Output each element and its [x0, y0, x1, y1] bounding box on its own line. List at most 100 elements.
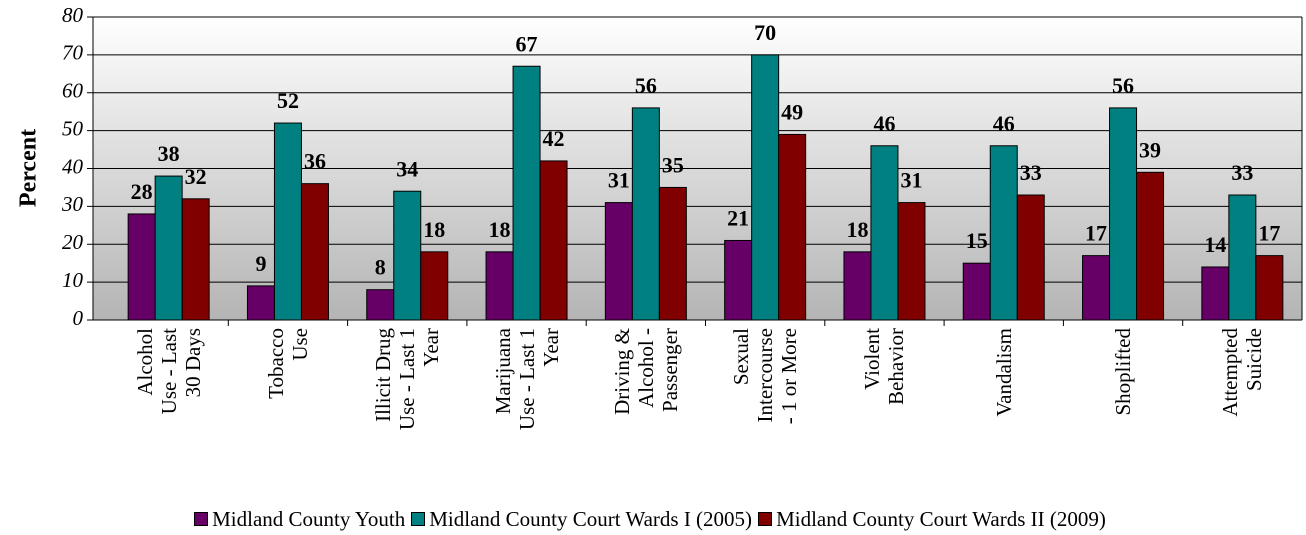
legend-label: Midland County Court Wards I (2005) [429, 507, 753, 531]
bar [300, 183, 329, 321]
y-tick-label: 30 [61, 192, 84, 216]
data-label: 18 [489, 217, 511, 242]
data-label: 17 [1258, 221, 1280, 246]
x-tick-label-line: Use - Last [156, 328, 181, 415]
data-label: 9 [255, 251, 266, 276]
bar [778, 133, 807, 321]
x-tick-label-line: Shoplifted [1111, 328, 1136, 416]
bar [512, 65, 541, 321]
bar [724, 239, 753, 321]
data-label: 56 [635, 73, 657, 98]
x-tick-label-line: Marijuana [490, 328, 515, 415]
data-label: 49 [781, 99, 803, 124]
data-label: 32 [185, 164, 207, 189]
x-tick-label-line: Use [287, 328, 312, 361]
bar [843, 251, 872, 321]
bar [393, 190, 422, 321]
y-axis-title: Percent [16, 129, 42, 207]
bar [273, 122, 302, 321]
bar [1136, 171, 1165, 321]
x-tick-label: Attempted Suicide [1202, 328, 1282, 478]
x-tick-label-line: Suicide [1242, 328, 1267, 391]
x-tick-label-line: Use - Last 1 [395, 328, 420, 431]
y-tick-label: 40 [62, 154, 84, 178]
bar [127, 213, 156, 321]
bar [1228, 194, 1257, 321]
data-label: 46 [993, 111, 1015, 136]
data-label: 14 [1204, 232, 1226, 257]
x-tick-label-line: Violent [860, 328, 885, 390]
x-tick-label-line: Intercourse [753, 328, 778, 423]
data-label: 39 [1139, 137, 1161, 162]
legend-item: Midland County Youth [194, 507, 405, 531]
legend: Midland County Youth Midland County Court… [0, 507, 1306, 532]
x-tick-label-line: Year [538, 328, 563, 367]
y-tick-label: 80 [62, 3, 84, 27]
y-tick-label: 70 [62, 41, 84, 65]
x-tick-label: Tobacco Use [248, 328, 328, 478]
data-label: 35 [662, 152, 684, 177]
bar [989, 145, 1018, 321]
data-label: 31 [900, 168, 922, 193]
bar [604, 202, 633, 321]
bar [366, 289, 395, 321]
bar [1082, 255, 1111, 321]
x-tick-label: Driving & Alcohol - Passenger [606, 328, 686, 478]
legend-swatch [194, 512, 209, 526]
data-label: 46 [873, 111, 895, 136]
bar [420, 251, 449, 321]
x-tick-label-line: Attempted [1218, 328, 1243, 417]
data-label: 42 [543, 126, 565, 151]
bar [154, 175, 183, 321]
x-tick-label-line: Tobacco [263, 328, 288, 399]
bar [631, 107, 660, 321]
data-label: 56 [1112, 73, 1134, 98]
y-tick-label: 0 [73, 306, 84, 330]
data-label: 67 [516, 31, 538, 56]
x-tick-label-line: Sexual [729, 328, 754, 386]
x-tick-label-line: Alcohol - [633, 328, 658, 408]
data-label: 34 [396, 156, 418, 181]
data-label: 18 [846, 217, 868, 242]
legend-item: Midland County Court Wards I (2005) [411, 507, 752, 531]
bar [897, 202, 926, 321]
bar [181, 198, 210, 321]
x-tick-label: Vandalism [964, 328, 1044, 478]
bar [539, 160, 568, 321]
data-label: 28 [131, 179, 153, 204]
bar [1109, 107, 1138, 321]
legend-label: Midland County Court Wards II (2009) [776, 507, 1106, 531]
bar [962, 262, 991, 321]
legend-label: Midland County Youth [212, 507, 406, 531]
data-label: 33 [1231, 160, 1253, 185]
x-tick-label-line: Use - Last 1 [514, 328, 539, 431]
data-label: 70 [754, 20, 776, 45]
data-label: 15 [966, 228, 988, 253]
data-label: 18 [423, 217, 445, 242]
y-tick-label: 50 [62, 116, 84, 140]
x-tick-label: Shoplifted [1083, 328, 1163, 478]
y-tick-label: 10 [62, 268, 84, 292]
y-tick-label: 20 [62, 230, 84, 254]
data-label: 38 [158, 141, 180, 166]
x-tick-label: Illicit Drug Use - Last 1 Year [367, 328, 447, 478]
bar [246, 285, 275, 321]
bar [485, 251, 514, 321]
x-tick-label-line: Alcohol [132, 328, 157, 396]
data-label: 21 [727, 206, 749, 231]
legend-item: Midland County Court Wards II (2009) [758, 507, 1106, 531]
x-tick-label-line: - 1 or More [777, 328, 802, 425]
bar [1016, 194, 1045, 321]
data-label: 8 [375, 255, 386, 280]
x-tick-label: Alcohol Use - Last 30 Days [129, 328, 209, 478]
data-label: 52 [277, 88, 299, 113]
bar [1201, 266, 1230, 321]
x-tick-label-line: Passenger [657, 328, 682, 412]
x-tick-label-line: Driving & [609, 328, 634, 415]
x-tick-label-line: Year [419, 328, 444, 367]
legend-swatch [411, 512, 426, 526]
x-tick-label: Sexual Intercourse - 1 or More [725, 328, 805, 478]
bar [1255, 255, 1284, 321]
